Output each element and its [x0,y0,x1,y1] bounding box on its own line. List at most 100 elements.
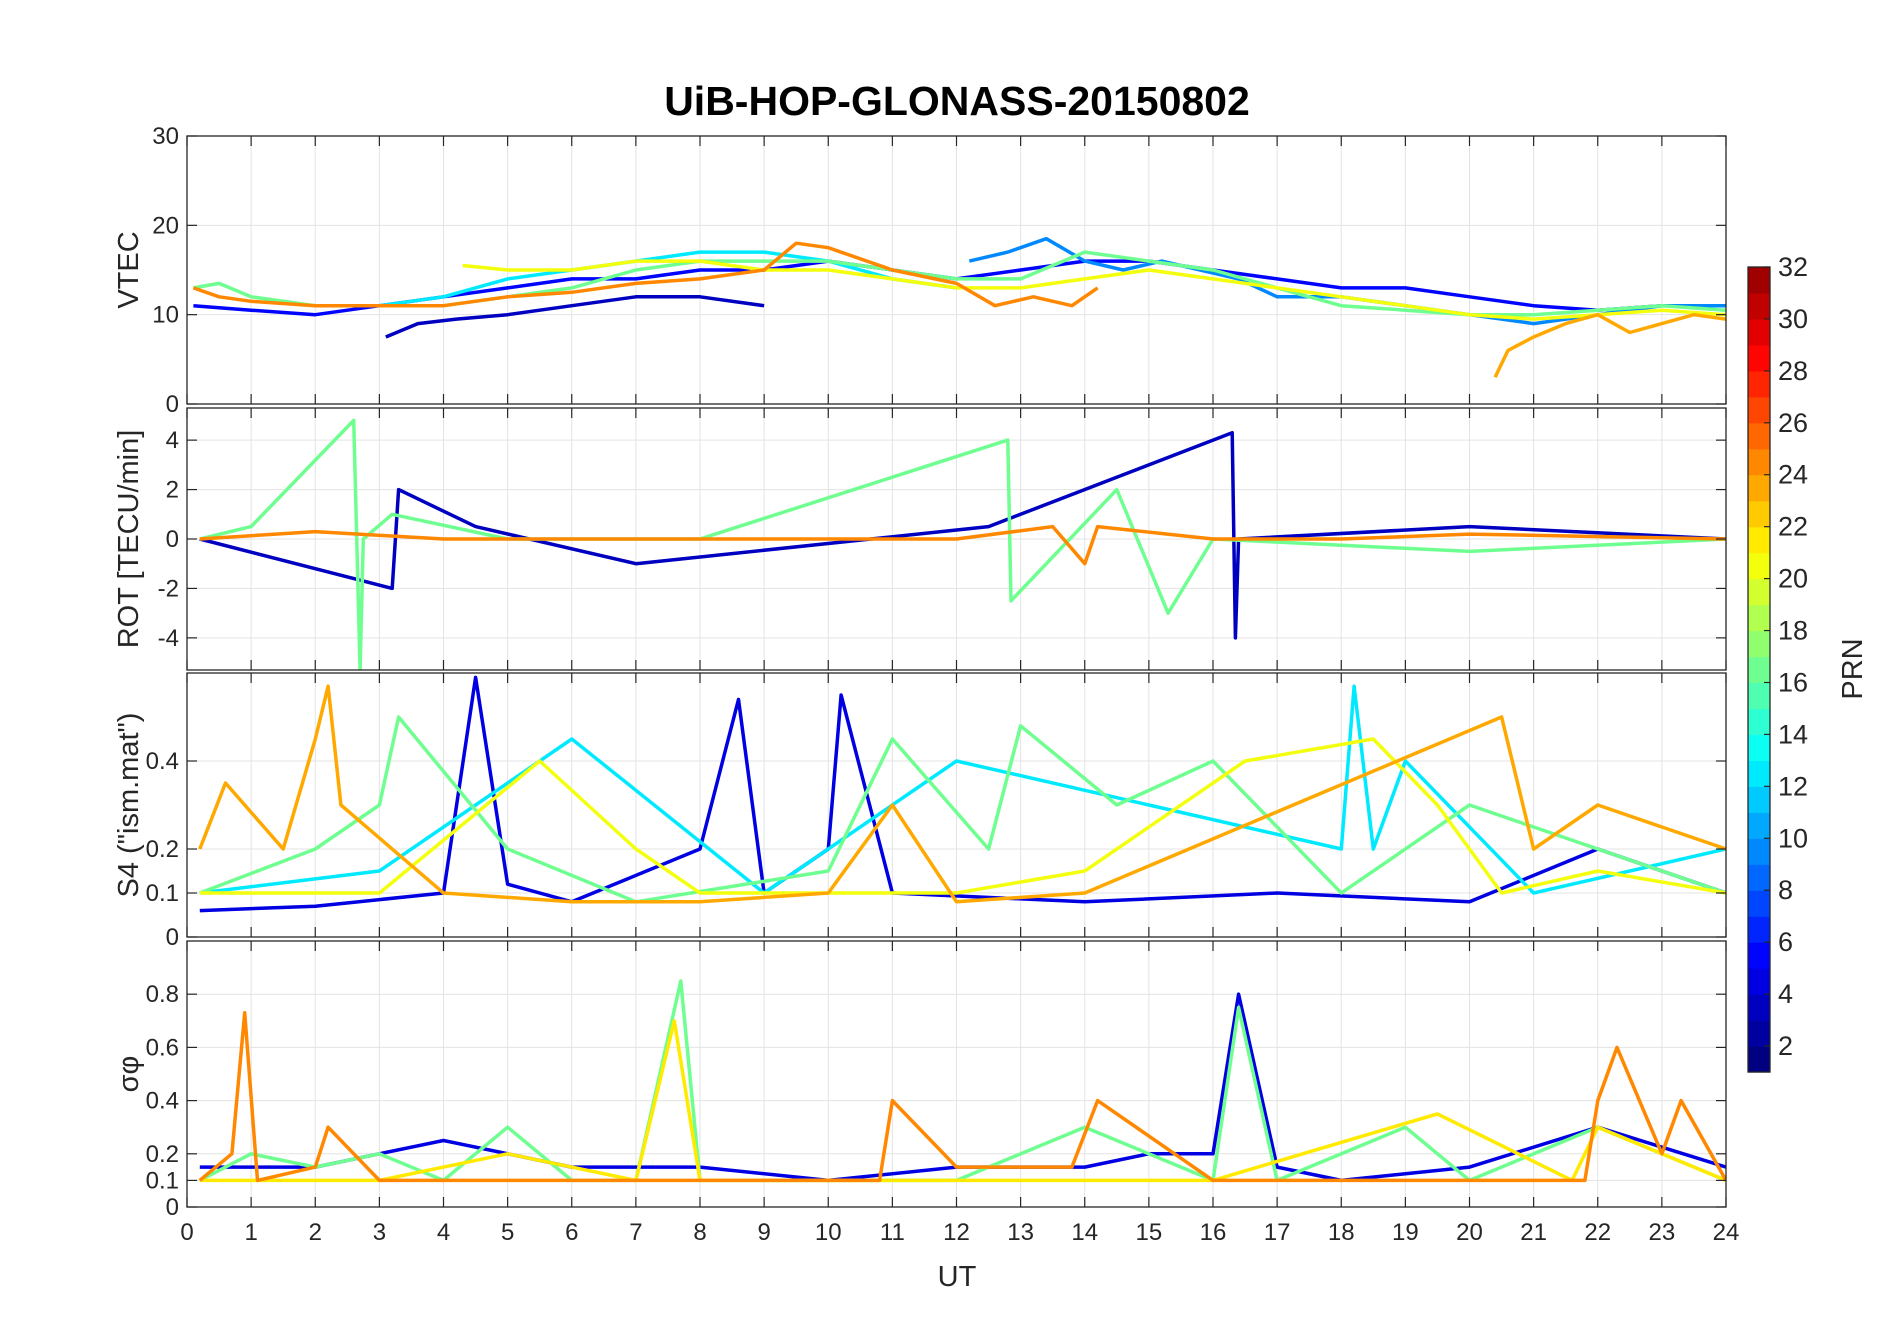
y-tick-label: 0.1 [146,1167,179,1194]
colorbar-segment [1748,656,1770,684]
x-tick-label: 14 [1071,1219,1098,1246]
y-tick-label: -4 [158,625,179,652]
colorbar-segment [1748,994,1770,1021]
y-axis-label: VTEC [113,231,145,308]
y-tick-label: 0.2 [146,1141,179,1168]
y-axis-label: S4 ("ism.mat") [113,713,145,898]
y-tick-label: 0.8 [146,981,179,1008]
colorbar-segment [1748,916,1770,943]
x-tick-label: 1 [244,1219,257,1246]
series-line-prn-16 [198,979,1726,1183]
series-line-prn-24 [199,524,1726,566]
colorbar-tick-label: 14 [1778,719,1808,749]
chart-title: UiB-HOP-GLONASS-20150802 [664,78,1250,124]
x-tick-label: 9 [757,1219,770,1246]
y-axis-label: ROT [TECU/min] [113,430,145,649]
series-line-prn-3 [199,430,1726,640]
colorbar-segment [1748,968,1770,995]
x-tick-label: 13 [1007,1219,1034,1246]
colorbar-segment [1748,682,1770,710]
x-tick-label: 11 [880,1219,905,1246]
series-line-prn-9 [968,236,1726,326]
y-tick-label: 4 [166,427,179,454]
colorbar-tick-label: 12 [1778,771,1808,801]
colorbar-segment [1748,890,1770,917]
panel-4: 00.10.2 0.4 0.6 0.8 σφ [113,940,1727,1221]
x-tick-label: 0 [180,1219,193,1246]
colorbar-tick-label: 24 [1778,460,1808,490]
panel-2: -4 -2 0 2 4 ROT [TECU/min] [113,407,1727,671]
series-line-prn-16 [199,715,1726,904]
colorbar-tick-label: 2 [1778,1031,1793,1061]
y-tick-label: 20 [152,212,179,239]
x-tick-label: 23 [1649,1219,1676,1246]
colorbar-segment [1748,526,1770,554]
x-tick-label: 12 [943,1219,970,1246]
colorbar-segment [1748,942,1770,969]
x-tick-label: 18 [1328,1219,1355,1246]
colorbar-tick-label: 4 [1778,979,1793,1009]
series-group [192,236,1726,378]
y-axis-label: σφ [113,1056,145,1093]
y-tick-label: 0.4 [146,1088,179,1115]
colorbar-segment [1748,344,1770,372]
y-tick-label: 0.6 [146,1034,179,1061]
colorbar-segment [1748,474,1770,502]
x-tick-label: 5 [501,1219,514,1246]
y-tick-label: 0.4 [146,748,179,775]
colorbar-segment [1748,422,1770,450]
x-tick-label: 22 [1584,1219,1611,1246]
colorbar-segment [1748,630,1770,658]
colorbar-segment [1748,838,1770,865]
x-tick-label: 6 [565,1219,578,1246]
x-tick-label: 15 [1136,1219,1163,1246]
panel-1: 0 10 20 30 VTEC [113,123,1727,418]
x-tick-label: 16 [1200,1219,1227,1246]
panels: 0 10 20 30 VTEC -4 -2 0 2 4 ROT [TECU/min] 00.10.20… [113,123,1727,1221]
colorbar-frame [1747,266,1771,1073]
colorbar-tick-label: 8 [1778,875,1793,905]
colorbar-segment [1748,267,1770,294]
y-tick-label: -2 [158,575,179,602]
series-line-prn-4 [199,675,1726,913]
y-tick-label: 0 [166,391,179,418]
series-group [198,979,1726,1183]
x-tick-label: 3 [373,1219,386,1246]
colorbar-tick-label: 26 [1778,408,1808,438]
x-tick-label: 10 [815,1219,842,1246]
x-tick-label: 8 [693,1219,706,1246]
y-tick-label: 10 [152,302,179,329]
series-line-prn-4 [199,992,1726,1183]
x-tick-label: 19 [1392,1219,1419,1246]
colorbar-segment [1748,812,1770,839]
colorbar-label: PRN [1837,638,1869,699]
series-line-prn-20 [462,259,1726,321]
colorbar-tick-label: 20 [1778,564,1808,594]
colorbar-segment [1748,760,1770,787]
x-tick-label: 17 [1264,1219,1291,1246]
panel-3: 0 0.1 0.2 0.4S4 ("ism.mat") [113,672,1727,951]
colorbar-tick-label: 22 [1778,512,1808,542]
x-axis: 0 1 2 3 4 5 6 7 8 9 10 11 12 13 14 15 16 17 18 19 20 21 22 23 24 [180,1219,1739,1246]
colorbar-segment [1748,604,1770,632]
series-line-prn-16 [199,418,1726,670]
y-tick-label: 30 [152,123,179,150]
x-tick-label: 7 [629,1219,642,1246]
colorbar-segment [1748,1020,1770,1047]
colorbar-segment [1748,318,1770,346]
colorbar-segment [1748,708,1770,736]
x-tick-label: 21 [1520,1219,1547,1246]
series-line-prn-24 [192,241,1099,308]
colorbar-segment [1748,1046,1770,1073]
colorbar-segment [1748,578,1770,606]
series-line-prn-23 [198,684,1726,904]
series-line-prn-23 [1493,312,1726,378]
colorbar-tick-label: 16 [1778,667,1808,697]
colorbar-segment [1748,500,1770,528]
y-tick-label: 2 [166,477,179,504]
colorbar-segment [1748,370,1770,398]
series-group [198,675,1726,913]
series-line-prn-20 [199,737,1726,895]
colorbar-segment [1748,448,1770,476]
x-tick-label: 4 [437,1219,450,1246]
